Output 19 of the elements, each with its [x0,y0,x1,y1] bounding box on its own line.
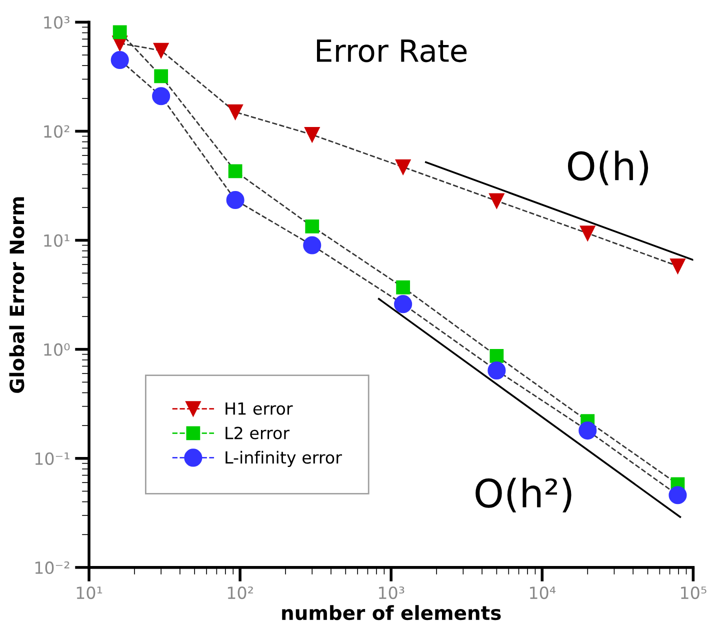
y-tick-label: 10¹ [44,234,70,247]
y-tick-label: 10⁻¹ [35,452,70,465]
legend-label: L2 error [226,426,290,440]
y-tick-label: 10³ [44,16,70,29]
chart-title: Error Rate [316,39,467,62]
annotation: O(h) [568,150,648,186]
legend-label: L-infinity error [226,450,342,467]
y-axis-title: Global Error Norm [9,197,24,393]
x-tick-label: 10² [228,586,253,600]
x-axis-title: number of elements [282,605,501,620]
legend-label: H1 error [226,402,293,415]
x-tick-label: 10¹ [76,586,102,600]
x-tick-label: 10⁴ [530,586,556,600]
y-tick-label: 10² [44,125,70,138]
x-tick-label: 10³ [378,586,404,600]
y-tick-label: 10⁰ [44,343,70,356]
x-tick-label: 10⁵ [681,586,706,600]
y-tick-label: 10⁻² [35,561,70,574]
annotation: O(h²) [476,478,572,512]
